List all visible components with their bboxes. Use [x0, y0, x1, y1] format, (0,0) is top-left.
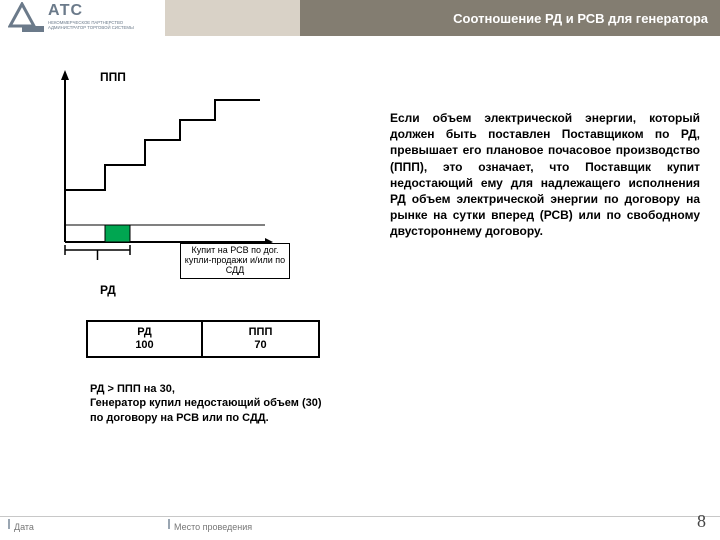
step-chart [55, 70, 315, 270]
table-cell-ppp: ППП70 [203, 322, 318, 356]
caption: РД > ППП на 30, Генератор купил недостаю… [90, 382, 322, 425]
data-table: РД100 ППП70 [86, 320, 320, 358]
footer-place: Место проведения [174, 522, 252, 532]
footer-line [0, 516, 720, 517]
footer: Дата Место проведения [0, 516, 720, 540]
header-bar: Соотношение РД и РСВ для генератора [300, 0, 720, 36]
logo: АТС НЕКОММЕРЧЕСКОЕ ПАРТНЕРСТВОАДМИНИСТРА… [8, 2, 158, 36]
chart-note: Купит на РСВ по дог. купли-продажи и/или… [180, 243, 290, 279]
chart-label-rd: РД [100, 283, 116, 297]
header: АТС НЕКОММЕРЧЕСКОЕ ПАРТНЕРСТВОАДМИНИСТРА… [0, 0, 720, 40]
footer-date: Дата [14, 522, 34, 532]
logo-text: АТС [48, 2, 83, 20]
page-number: 8 [697, 511, 706, 532]
footer-tick [168, 519, 170, 529]
body-text: Если объем электрической энергии, которы… [390, 110, 700, 240]
logo-subtext: НЕКОММЕРЧЕСКОЕ ПАРТНЕРСТВОАДМИНИСТРАТОР … [48, 20, 134, 30]
slide-title: Соотношение РД и РСВ для генератора [453, 11, 708, 26]
logo-mark-icon [8, 2, 44, 36]
header-accent [165, 0, 300, 36]
footer-tick [8, 519, 10, 529]
table-cell-rd: РД100 [88, 322, 203, 356]
